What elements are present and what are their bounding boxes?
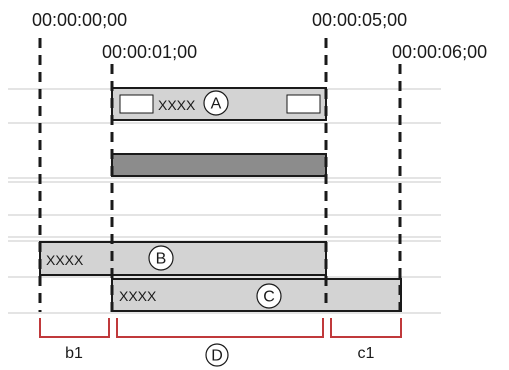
bracket-b1-label: b1 [65,345,83,362]
timecode-0s: 00:00:00;00 [32,10,127,30]
clip-c-label: XXXX [119,288,157,304]
callout-c-circle [256,283,282,309]
clip-a-thumbnail-left [119,94,154,114]
clip-a: XXXX A [111,87,327,121]
timecode-6s: 00:00:06;00 [392,42,487,62]
bracket-d [116,318,324,338]
clip-b: XXXX B [39,241,327,276]
callout-d-letter: D [211,348,223,365]
callout-a-letter: A [211,96,222,113]
clip-dark-track [111,153,327,177]
callout-d-circle [205,343,229,367]
clip-a-label: XXXX [158,97,196,113]
callout-c-letter: C [263,289,275,306]
callout-a-circle [203,90,229,116]
clip-b-label: XXXX [46,252,84,268]
bracket-c1 [330,318,402,338]
bracket-b1 [39,318,110,338]
timecode-1s: 00:00:01;00 [102,42,197,62]
callout-b-circle [148,245,174,271]
clip-a-thumbnail-right [286,94,321,114]
bracket-c1-label: c1 [358,345,375,362]
timecode-5s: 00:00:05;00 [312,10,407,30]
clip-c: XXXX C [111,278,402,312]
callout-b-letter: B [156,251,167,268]
clip-b-body [39,241,327,276]
